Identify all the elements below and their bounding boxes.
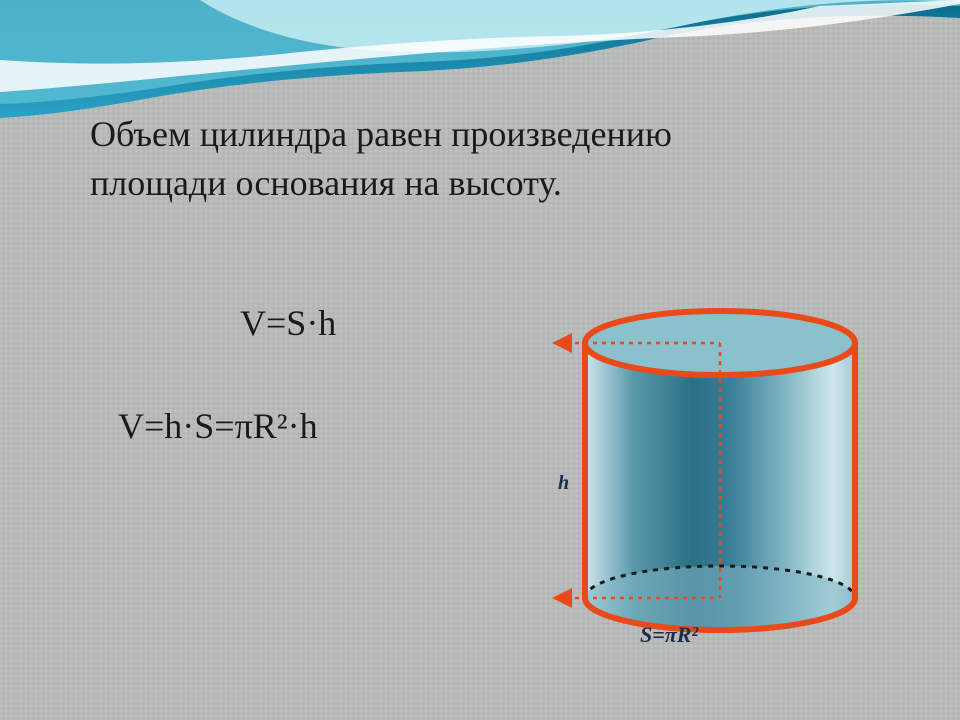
main-statement: Объем цилиндра равен произведению площад…	[90, 110, 710, 207]
slide-root: Объем цилиндра равен произведению площад…	[0, 0, 960, 720]
formula-primary: V=S·h	[240, 302, 336, 344]
cylinder-diagram	[545, 298, 890, 668]
height-label: h	[558, 472, 569, 495]
formula-expanded: V=h·S=πR²·h	[118, 405, 318, 447]
base-area-label: S=πR²	[640, 622, 698, 648]
